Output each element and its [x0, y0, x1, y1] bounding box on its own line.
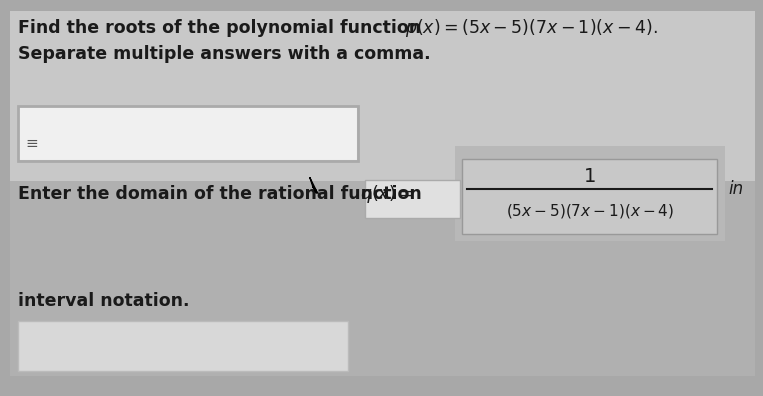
Text: $q(x)=$: $q(x)=$ — [360, 183, 413, 205]
Text: ≡: ≡ — [25, 136, 37, 151]
Text: Enter the domain of the rational function: Enter the domain of the rational functio… — [18, 185, 428, 203]
FancyBboxPatch shape — [18, 106, 358, 161]
FancyBboxPatch shape — [462, 159, 717, 234]
FancyBboxPatch shape — [10, 11, 755, 186]
Text: 1: 1 — [584, 166, 596, 185]
Text: in: in — [728, 180, 743, 198]
FancyBboxPatch shape — [18, 321, 348, 371]
Text: $p(x)=(5x-5)(7x-1)(x-4).$: $p(x)=(5x-5)(7x-1)(x-4).$ — [405, 17, 658, 39]
Text: $(5x-5)(7x-1)(x-4)$: $(5x-5)(7x-1)(x-4)$ — [506, 202, 674, 220]
FancyBboxPatch shape — [455, 146, 725, 241]
Text: Separate multiple answers with a comma.: Separate multiple answers with a comma. — [18, 45, 430, 63]
FancyBboxPatch shape — [10, 181, 755, 376]
FancyBboxPatch shape — [365, 180, 460, 218]
Text: interval notation.: interval notation. — [18, 292, 189, 310]
Text: Find the roots of the polynomial function: Find the roots of the polynomial functio… — [18, 19, 427, 37]
